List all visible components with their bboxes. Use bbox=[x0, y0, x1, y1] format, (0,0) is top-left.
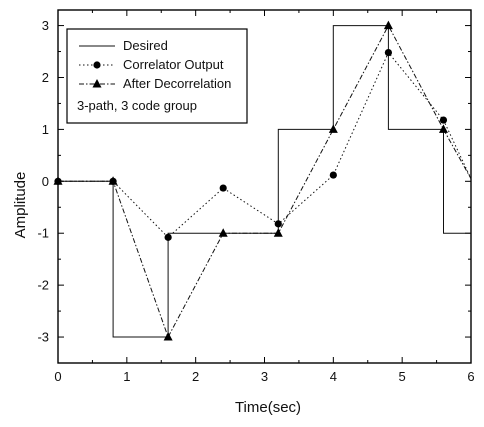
x-tick-label-5: 5 bbox=[399, 369, 406, 384]
point-after-decorrelation bbox=[438, 124, 448, 133]
series-layer bbox=[53, 20, 472, 341]
x-tick-label-4: 4 bbox=[330, 369, 337, 384]
point-correlator-output bbox=[439, 116, 448, 124]
legend-note: 3-path, 3 code group bbox=[77, 98, 197, 113]
series-line-desired bbox=[58, 25, 471, 338]
x-tick-label-0: 0 bbox=[54, 369, 61, 384]
point-correlator-output bbox=[274, 220, 282, 228]
legend-marker-correlator bbox=[93, 61, 101, 69]
point-after-decorrelation bbox=[383, 20, 393, 30]
point-correlator-output bbox=[219, 184, 227, 192]
legend-marker-decorrelation bbox=[92, 79, 102, 88]
x-tick-label-6: 6 bbox=[467, 369, 474, 384]
y-axis-label: Amplitude bbox=[12, 172, 29, 239]
point-after-decorrelation bbox=[328, 124, 338, 133]
y-tick-label-4: 1 bbox=[42, 122, 49, 137]
y-tick-label-3: 0 bbox=[42, 174, 49, 189]
y-tick-label-6: 3 bbox=[42, 18, 49, 33]
y-tick-label-0: -3 bbox=[37, 330, 49, 345]
point-after-decorrelation bbox=[108, 176, 118, 185]
point-correlator-output bbox=[384, 48, 392, 57]
point-correlator-output bbox=[329, 171, 337, 179]
legend-box bbox=[66, 28, 248, 124]
x-tick-label-1: 1 bbox=[123, 369, 130, 384]
point-correlator-output bbox=[164, 233, 172, 241]
legend-label-correlator: Correlator Output bbox=[123, 57, 224, 72]
point-after-decorrelation bbox=[163, 332, 173, 341]
legend-label-decorrelation: After Decorrelation bbox=[123, 76, 231, 91]
point-after-decorrelation bbox=[218, 228, 228, 237]
y-tick-label-2: -1 bbox=[37, 226, 49, 241]
x-tick-label-2: 2 bbox=[192, 369, 199, 384]
point-after-decorrelation bbox=[273, 228, 283, 237]
y-tick-label-1: -2 bbox=[37, 278, 49, 293]
point-after-decorrelation bbox=[53, 176, 63, 185]
legend: Desired Correlator Output After Decorrel… bbox=[66, 28, 248, 124]
legend-label-desired: Desired bbox=[123, 38, 168, 53]
y-tick-label-5: 2 bbox=[42, 70, 49, 85]
axes-group: 0 1 2 3 4 5 6 -3 -2 -1 0 1 2 3 bbox=[37, 9, 475, 384]
x-axis-label: Time(sec) bbox=[235, 399, 301, 416]
x-tick-label-3: 3 bbox=[261, 369, 268, 384]
